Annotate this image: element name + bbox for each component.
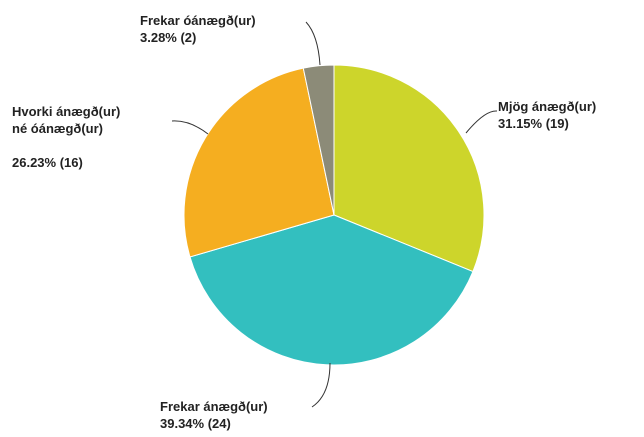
category-label: Frekar óánægð(ur) [140,13,256,28]
pie-slice [183,67,335,258]
value-label: 3.28% (2) [140,30,197,45]
leader-line [465,110,498,134]
value-label: 39.34% (24) [160,416,231,431]
slice-label: Hvorki ánægð(ur) né óánægð(ur) 26.23% (1… [12,103,137,171]
value-label: 26.23% (16) [12,155,83,170]
leader-line [171,120,209,135]
leader-line [311,362,331,408]
pie-slice [302,64,335,216]
value-label: 31.15% (19) [498,116,569,131]
slice-label: Frekar ánægð(ur) 39.34% (24) [160,398,320,432]
pie-slice [333,64,485,273]
pie-slice [189,214,474,366]
category-label: Frekar ánægð(ur) [160,399,268,414]
leader-lines [171,21,498,408]
slice-label: Frekar óánægð(ur) 3.28% (2) [140,12,310,46]
leader-line [305,21,321,66]
category-label: Mjög ánægð(ur) [498,99,597,114]
slice-label: Mjög ánægð(ur) 31.15% (19) [498,98,638,132]
category-label: Hvorki ánægð(ur) né óánægð(ur) [12,104,121,136]
